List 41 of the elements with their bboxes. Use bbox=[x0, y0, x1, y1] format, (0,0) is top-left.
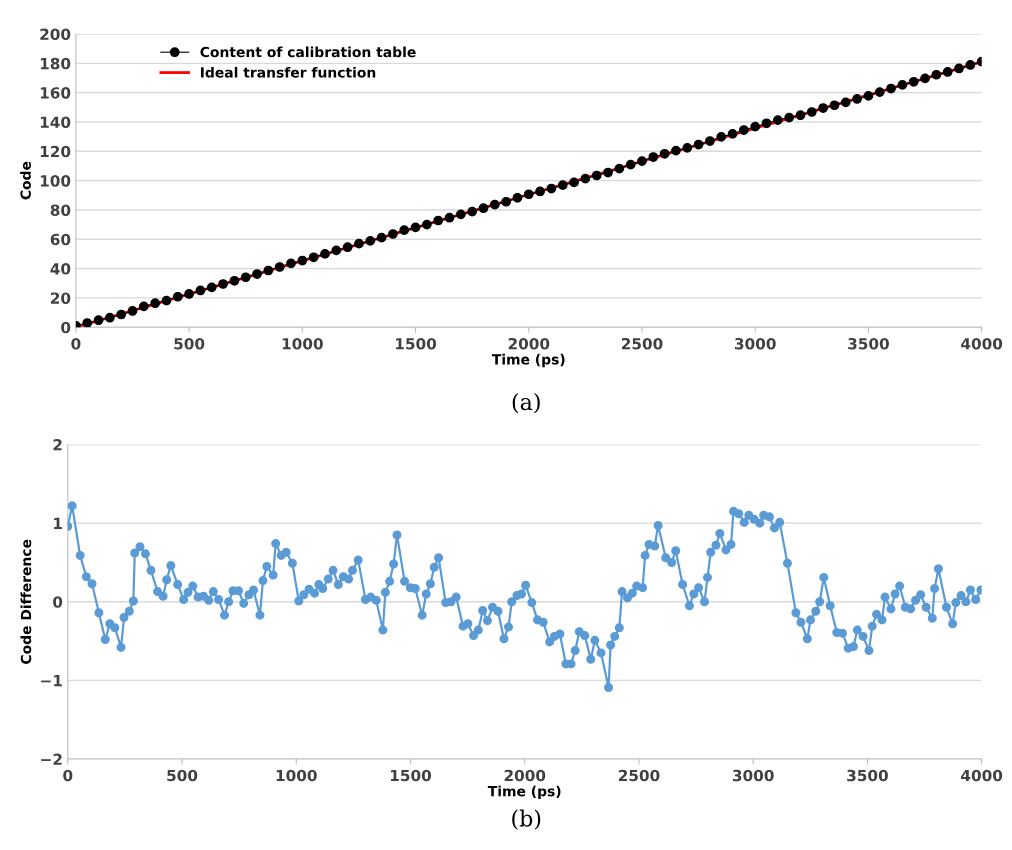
y-tick-label: 160 bbox=[40, 87, 71, 99]
x-tick-label: 2000 bbox=[504, 769, 546, 782]
text: (b) bbox=[512, 809, 541, 830]
y-tick-label: 100 bbox=[40, 175, 71, 187]
y-axis-title: Code Difference bbox=[20, 539, 32, 664]
y-tick-label: 20 bbox=[50, 292, 71, 304]
x-axis-title: Time (ps) bbox=[487, 785, 561, 800]
y-tick-label: −2 bbox=[41, 753, 62, 765]
y-tick-label: 60 bbox=[50, 233, 71, 246]
y-tick-label: 200 bbox=[40, 28, 71, 41]
x-tick-label: 4000 bbox=[961, 337, 1003, 350]
y-tick-label: 120 bbox=[40, 145, 71, 158]
x-axis-title: Time (ps) bbox=[491, 353, 565, 368]
x-tick-label: 1500 bbox=[396, 337, 437, 350]
legend-label: Content of calibration table bbox=[200, 46, 416, 58]
legend-label: Ideal transfer function bbox=[201, 66, 376, 78]
x-tick-label: 500 bbox=[174, 337, 205, 350]
x-tick-label: 3500 bbox=[847, 769, 888, 782]
y-tick-label: 180 bbox=[40, 57, 71, 70]
x-tick-label: 1000 bbox=[282, 337, 323, 350]
y-tick-label: 0 bbox=[61, 321, 71, 334]
x-tick-label: 3500 bbox=[848, 337, 889, 350]
x-tick-label: 3000 bbox=[732, 769, 774, 782]
x-tick-label: 0 bbox=[71, 337, 81, 350]
y-tick-label: −1 bbox=[41, 675, 62, 687]
x-tick-label: 2500 bbox=[621, 337, 663, 350]
y-tick-label: 2 bbox=[53, 439, 62, 451]
x-tick-label: 500 bbox=[167, 769, 198, 782]
x-tick-label: 2000 bbox=[508, 337, 550, 350]
x-tick-label: 3000 bbox=[734, 337, 776, 350]
x-tick-label: 1000 bbox=[276, 769, 317, 782]
y-axis-title: Code bbox=[20, 161, 31, 200]
x-tick-label: 2500 bbox=[618, 769, 660, 782]
y-tick-label: 40 bbox=[50, 263, 71, 275]
y-tick-label: 1 bbox=[54, 517, 62, 529]
y-tick-label: 0 bbox=[53, 596, 63, 608]
y-tick-label: 140 bbox=[40, 116, 71, 128]
x-tick-label: 4000 bbox=[961, 769, 1003, 782]
x-tick-label: 1500 bbox=[390, 769, 432, 782]
y-tick-label: 80 bbox=[50, 204, 71, 216]
text: (a) bbox=[512, 393, 540, 414]
